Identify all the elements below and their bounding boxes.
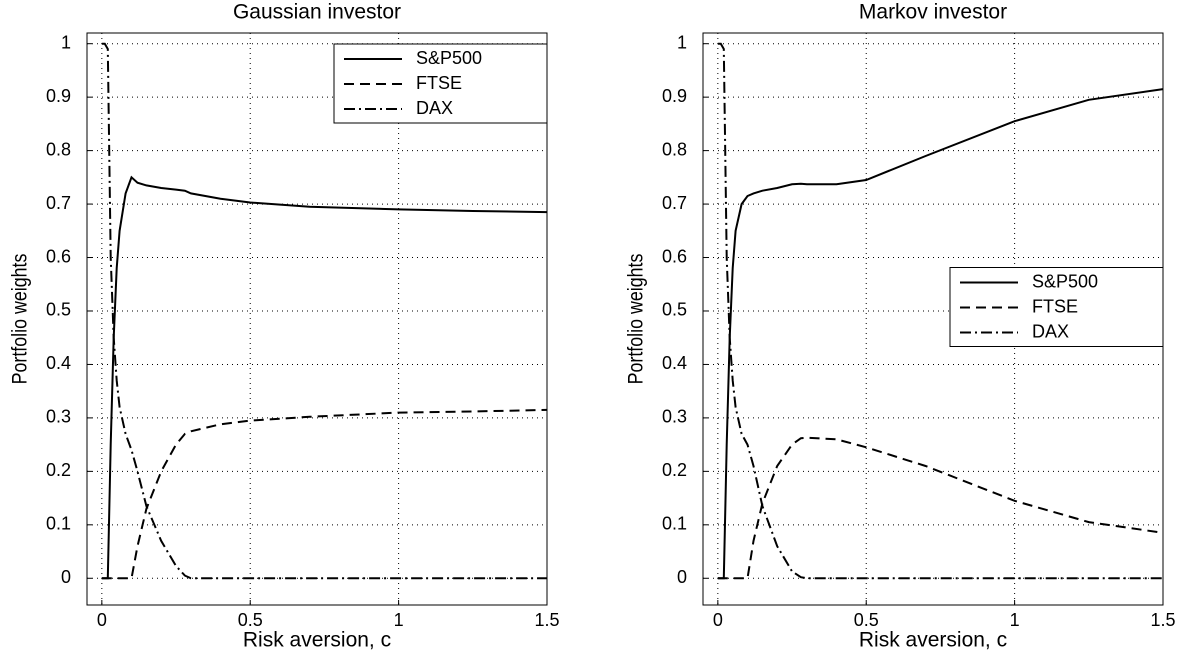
x-tick-label: 0 xyxy=(713,610,723,630)
plot-background xyxy=(87,33,547,605)
y-tick-label: 0 xyxy=(61,567,71,587)
data-line xyxy=(101,175,548,580)
x-tick-label: 1.5 xyxy=(534,610,559,630)
plot-frame xyxy=(86,32,548,606)
y-tick-label: 0.8 xyxy=(662,139,687,159)
legend-label: FTSE xyxy=(416,73,462,93)
y-tick-label: 0.8 xyxy=(46,139,71,159)
y-tick-label: 0.7 xyxy=(46,193,71,213)
y-tick-label: 0.3 xyxy=(46,407,71,427)
data-line xyxy=(717,436,1164,580)
x-axis-label: Risk aversion, c xyxy=(859,629,1007,652)
legend-label: S&P500 xyxy=(1032,271,1098,291)
data-line xyxy=(717,42,1163,580)
y-tick-label: 1 xyxy=(677,32,687,52)
chart-title: Markov investor xyxy=(859,1,1007,24)
y-tick-label: 1 xyxy=(61,32,71,52)
legend-label: FTSE xyxy=(1032,296,1078,316)
x-tick-label: 0.5 xyxy=(854,610,879,630)
y-tick-label: 0.1 xyxy=(662,514,687,534)
y-tick-label: 0 xyxy=(677,567,687,587)
y-tick-label: 0.9 xyxy=(46,86,71,106)
y-axis-label: Portfolio weights xyxy=(624,253,648,384)
x-tick-label: 0 xyxy=(97,610,107,630)
x-tick-label: 0.5 xyxy=(238,610,263,630)
y-axis-label: Portfolio weights xyxy=(8,253,32,384)
data-line xyxy=(101,408,548,580)
data-line xyxy=(101,42,547,580)
y-tick-label: 0.5 xyxy=(46,300,71,320)
y-tick-label: 0.3 xyxy=(662,407,687,427)
x-tick-label: 1.5 xyxy=(1150,610,1175,630)
legend-label: S&P500 xyxy=(416,48,482,68)
x-axis-label: Risk aversion, c xyxy=(243,629,391,652)
y-tick-label: 0.2 xyxy=(662,460,687,480)
chart-title: Gaussian investor xyxy=(233,1,401,24)
y-tick-label: 0.6 xyxy=(662,246,687,266)
y-tick-label: 0.4 xyxy=(662,353,687,373)
y-tick-label: 0.1 xyxy=(46,514,71,534)
y-tick-label: 0.9 xyxy=(662,86,687,106)
y-tick-label: 0.4 xyxy=(46,353,71,373)
y-tick-label: 0.6 xyxy=(46,246,71,266)
legend-label: DAX xyxy=(1032,321,1069,341)
x-tick-label: 1 xyxy=(394,610,404,630)
y-tick-label: 0.2 xyxy=(46,460,71,480)
data-line xyxy=(717,88,1164,580)
y-tick-label: 0.7 xyxy=(662,193,687,213)
y-tick-label: 0.5 xyxy=(662,300,687,320)
legend-label: DAX xyxy=(416,98,453,118)
x-tick-label: 1 xyxy=(1010,610,1020,630)
